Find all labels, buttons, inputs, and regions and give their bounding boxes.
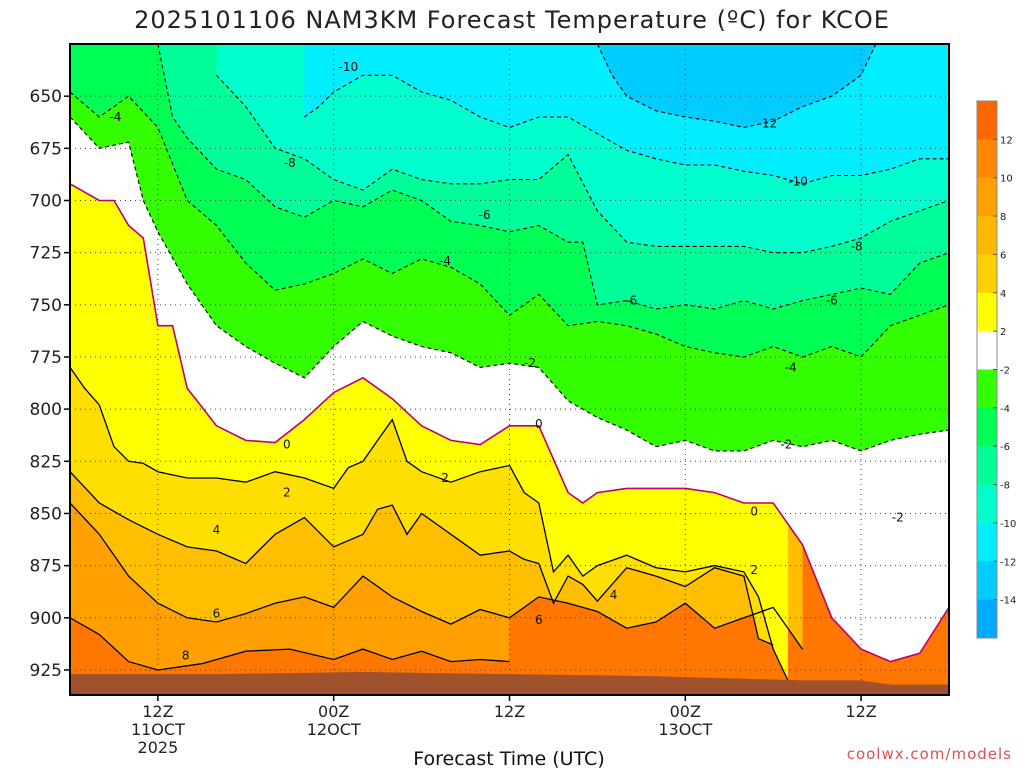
isotherm-0 — [70, 183, 949, 663]
y-tick-875: 875 — [30, 557, 62, 577]
y-tick-700: 700 — [30, 191, 62, 211]
contour-label: -2 — [892, 511, 904, 525]
colorbar-tick: 10 — [1000, 174, 1013, 185]
isotherm--6 — [157, 44, 949, 310]
x-tick-label: 11OCT — [131, 720, 185, 739]
contour-label: 0 — [283, 438, 291, 452]
contour-label: 2 — [750, 563, 758, 577]
contour-label: -6 — [625, 294, 637, 308]
y-tick-725: 725 — [30, 244, 62, 264]
colorbar-tick: -10 — [1000, 519, 1016, 530]
contour-label: 6 — [213, 607, 221, 621]
isotherm-4 — [70, 471, 774, 646]
colorbar: 12 10 8 6 4 2 -2 -4 -6 -8 -10 -12 -14 — [976, 100, 1016, 639]
contour-label: -10 — [788, 175, 808, 189]
credit-text: coolwx.com/models — [847, 745, 1012, 763]
colorbar-swatch — [977, 446, 997, 486]
contour-label: 8 — [182, 648, 190, 662]
y-tick-775: 775 — [30, 348, 62, 368]
colorbar-tick: 6 — [1000, 250, 1006, 261]
colorbar-tick: 12 — [1000, 135, 1013, 146]
x-tick-label: 00Z — [318, 702, 349, 721]
contour-label: -6 — [479, 208, 491, 222]
colorbar-swatch — [977, 561, 997, 601]
contour-label: -12 — [758, 116, 778, 130]
isotherm-8 — [70, 617, 510, 671]
colorbar-swatch — [977, 177, 997, 217]
colorbar-swatch — [977, 292, 997, 332]
colorbar-tick: -8 — [1000, 481, 1010, 492]
colorbar-tick: -12 — [1000, 557, 1016, 568]
isotherm--2 — [70, 116, 949, 452]
y-tick-900: 900 — [30, 609, 62, 629]
colorbar-swatch — [977, 254, 997, 294]
isotherm-2 — [70, 367, 789, 681]
chart-title: 2025101106 NAM3KM Forecast Temperature (… — [134, 6, 890, 34]
x-tick-label: 12Z — [494, 702, 525, 721]
colorbar-tick: -4 — [1000, 404, 1010, 415]
colorbar-swatch — [977, 139, 997, 179]
colorbar-swatch — [977, 369, 997, 409]
plot-area — [70, 44, 949, 695]
contour-label: 2 — [283, 486, 291, 500]
contour-label: -2 — [780, 438, 792, 452]
contour-label: -4 — [439, 254, 451, 268]
y-tick-825: 825 — [30, 452, 62, 472]
x-axis-label: Forecast Time (UTC) — [413, 748, 604, 768]
x-tick-label: 12Z — [845, 702, 876, 721]
x-tick-label: 00Z — [670, 702, 701, 721]
x-tick-label: 12Z — [142, 702, 173, 721]
contour-label: -2 — [524, 356, 536, 370]
colorbar-tick: -14 — [1000, 596, 1016, 607]
contour-label: -4 — [785, 360, 797, 374]
y-tick-675: 675 — [30, 139, 62, 159]
colorbar-swatch — [977, 407, 997, 447]
y-tick-925: 925 — [30, 661, 62, 681]
x-tick-label: 2025 — [138, 738, 179, 757]
isotherm--4 — [70, 91, 949, 358]
contour-label: 4 — [610, 588, 618, 602]
y-tick-650: 650 — [30, 87, 62, 107]
contour-label: 0 — [535, 417, 543, 431]
y-tick-850: 850 — [30, 504, 62, 524]
colorbar-tick: 8 — [1000, 212, 1006, 223]
colorbar-tick: 4 — [1000, 289, 1006, 300]
colorbar-tick: -6 — [1000, 442, 1010, 453]
contour-label: -8 — [284, 156, 296, 170]
x-tick-label: 13OCT — [658, 720, 712, 739]
colorbar-tick: 2 — [1000, 327, 1006, 338]
contour-label: 0 — [750, 504, 758, 518]
colorbar-swatch — [977, 101, 997, 140]
band-above--12 — [597, 44, 876, 128]
colorbar-swatch — [977, 216, 997, 255]
contour-label: -10 — [339, 60, 359, 74]
contour-label: 2 — [441, 471, 449, 485]
contour-label: -4 — [109, 110, 121, 124]
contour-label: -6 — [826, 294, 838, 308]
x-tick-label: 12OCT — [307, 720, 361, 739]
contour-label: 4 — [213, 523, 221, 537]
ground-terrain — [70, 672, 949, 695]
isotherm--12 — [596, 44, 877, 129]
isotherm-6 — [70, 502, 804, 650]
colorbar-swatch — [977, 599, 997, 639]
colorbar-swatch — [977, 484, 997, 524]
y-tick-750: 750 — [30, 296, 62, 316]
colorbar-tick: -2 — [1000, 366, 1010, 377]
contour-label: -8 — [851, 239, 863, 253]
isotherm--8 — [216, 74, 949, 254]
y-tick-800: 800 — [30, 400, 62, 420]
colorbar-swatch — [977, 331, 997, 370]
contour-label: 6 — [535, 613, 543, 627]
colorbar-swatch — [977, 522, 997, 562]
